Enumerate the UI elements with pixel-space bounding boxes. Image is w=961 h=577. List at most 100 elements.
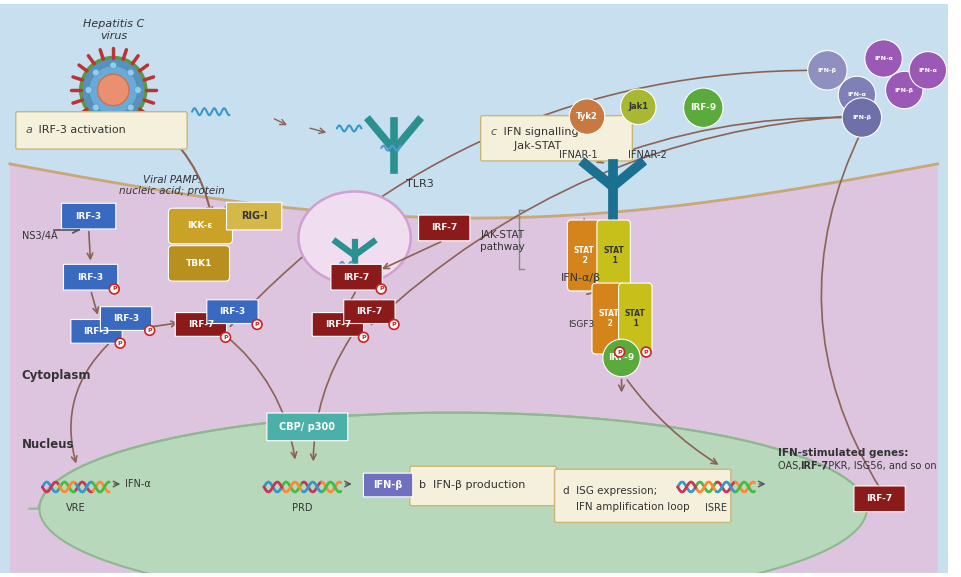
Text: Cytoplasm: Cytoplasm — [22, 369, 91, 382]
FancyBboxPatch shape — [207, 300, 258, 324]
Text: IFN-stimulated genes:: IFN-stimulated genes: — [777, 448, 907, 458]
Text: c: c — [490, 128, 496, 137]
Text: d  ISG expression;: d ISG expression; — [563, 486, 657, 496]
FancyBboxPatch shape — [226, 203, 282, 230]
Text: IKK-ε: IKK-ε — [187, 222, 212, 230]
Text: IFN-β: IFN-β — [894, 88, 913, 92]
Circle shape — [97, 74, 129, 106]
Ellipse shape — [298, 192, 410, 284]
Text: IFN-α: IFN-α — [918, 68, 936, 73]
Text: IFN amplification loop: IFN amplification loop — [563, 501, 689, 512]
FancyBboxPatch shape — [175, 313, 227, 336]
Circle shape — [115, 338, 125, 348]
FancyBboxPatch shape — [596, 220, 629, 291]
FancyBboxPatch shape — [312, 313, 363, 336]
Text: JAK-STAT
pathway: JAK-STAT pathway — [480, 230, 524, 252]
Circle shape — [92, 104, 99, 111]
Text: NS3/4A: NS3/4A — [22, 231, 58, 241]
FancyBboxPatch shape — [63, 264, 117, 290]
Text: P: P — [379, 287, 383, 291]
Text: Jak-STAT: Jak-STAT — [500, 141, 561, 151]
Circle shape — [908, 51, 946, 89]
Text: IRF-9: IRF-9 — [607, 354, 634, 362]
Text: P: P — [617, 350, 621, 354]
Text: IRF-7: IRF-7 — [187, 320, 214, 329]
Circle shape — [620, 89, 655, 125]
Text: CBP/ p300: CBP/ p300 — [279, 422, 335, 432]
Text: TBK1: TBK1 — [185, 259, 212, 268]
FancyBboxPatch shape — [480, 115, 631, 161]
Text: IRF-7: IRF-7 — [325, 320, 351, 329]
Circle shape — [252, 320, 261, 329]
Text: IRF-7: IRF-7 — [799, 461, 827, 471]
FancyBboxPatch shape — [15, 112, 187, 149]
Circle shape — [220, 332, 231, 342]
Circle shape — [614, 347, 624, 357]
Text: , PKR, ISG56, and so on: , PKR, ISG56, and so on — [822, 461, 936, 471]
FancyBboxPatch shape — [331, 264, 382, 290]
Text: STAT
 2: STAT 2 — [598, 309, 619, 328]
FancyBboxPatch shape — [853, 486, 904, 512]
Text: P: P — [360, 335, 365, 340]
Text: IRF-7: IRF-7 — [356, 307, 382, 316]
Text: P: P — [118, 340, 122, 346]
Text: IFN-β: IFN-β — [817, 68, 836, 73]
FancyBboxPatch shape — [567, 220, 601, 291]
Text: IFNAR-2: IFNAR-2 — [628, 150, 666, 160]
FancyBboxPatch shape — [343, 300, 395, 324]
Text: IRF-3 activation: IRF-3 activation — [36, 125, 126, 136]
FancyBboxPatch shape — [168, 208, 233, 243]
FancyBboxPatch shape — [618, 283, 652, 354]
FancyBboxPatch shape — [71, 320, 122, 343]
Text: IRF-3: IRF-3 — [219, 307, 245, 316]
Circle shape — [864, 40, 901, 77]
Text: OAS,: OAS, — [777, 461, 803, 471]
Circle shape — [81, 58, 146, 122]
Text: b  IFN-β production: b IFN-β production — [418, 480, 525, 490]
Text: Tyk2: Tyk2 — [576, 112, 598, 121]
Circle shape — [110, 111, 116, 118]
FancyBboxPatch shape — [409, 466, 556, 505]
Circle shape — [884, 72, 922, 108]
FancyBboxPatch shape — [266, 413, 347, 441]
Text: IFN-α: IFN-α — [847, 92, 866, 98]
Text: IRF-7: IRF-7 — [343, 273, 369, 282]
Text: IRF-7: IRF-7 — [431, 223, 456, 233]
Circle shape — [88, 65, 137, 115]
Text: RIG-I: RIG-I — [240, 211, 267, 221]
Text: IFN-α: IFN-α — [125, 479, 151, 489]
Text: ISGF3: ISGF3 — [567, 320, 593, 329]
FancyBboxPatch shape — [554, 469, 730, 522]
Text: Nucleus: Nucleus — [22, 438, 74, 451]
Text: IRF-7: IRF-7 — [866, 494, 892, 503]
Text: P: P — [223, 335, 228, 340]
Polygon shape — [10, 164, 937, 572]
Circle shape — [683, 88, 723, 128]
Text: IFN-β: IFN-β — [373, 480, 403, 490]
Text: IRF-9: IRF-9 — [689, 103, 716, 113]
Circle shape — [145, 325, 155, 335]
Text: IRF-3: IRF-3 — [76, 212, 102, 220]
FancyBboxPatch shape — [418, 215, 469, 241]
Circle shape — [135, 87, 141, 93]
Text: ISRE: ISRE — [704, 503, 727, 513]
Text: IFN signalling: IFN signalling — [500, 128, 579, 137]
Circle shape — [807, 51, 847, 90]
Text: P: P — [111, 287, 116, 291]
Circle shape — [837, 76, 875, 114]
Circle shape — [603, 339, 640, 377]
Circle shape — [641, 347, 651, 357]
Text: Jak1: Jak1 — [628, 102, 648, 111]
Ellipse shape — [599, 248, 626, 269]
Text: P: P — [391, 322, 396, 327]
FancyBboxPatch shape — [363, 473, 412, 497]
Circle shape — [358, 332, 368, 342]
FancyBboxPatch shape — [62, 203, 115, 229]
Text: IRF-3: IRF-3 — [112, 314, 139, 323]
Text: P: P — [643, 350, 648, 354]
Text: P: P — [147, 328, 152, 333]
Circle shape — [92, 69, 99, 76]
Circle shape — [127, 69, 134, 76]
Text: P: P — [255, 322, 259, 327]
Circle shape — [127, 104, 134, 111]
